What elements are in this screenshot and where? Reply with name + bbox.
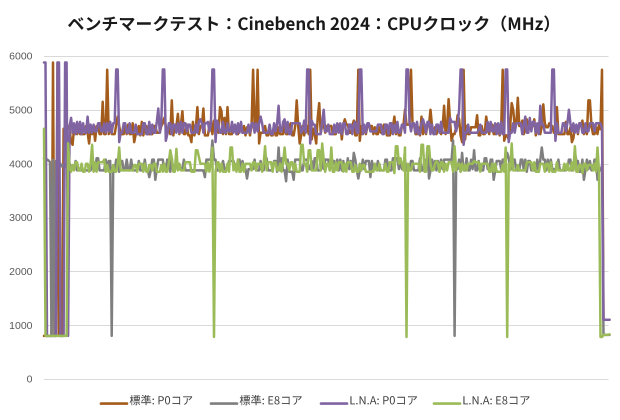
svg-text:5000: 5000 (9, 104, 33, 116)
svg-text:6000: 6000 (9, 51, 33, 63)
svg-text:1000: 1000 (9, 320, 33, 332)
svg-text:3000: 3000 (9, 212, 33, 224)
svg-text:2000: 2000 (9, 266, 33, 278)
svg-text:0: 0 (27, 374, 33, 386)
svg-text:4000: 4000 (9, 158, 33, 170)
